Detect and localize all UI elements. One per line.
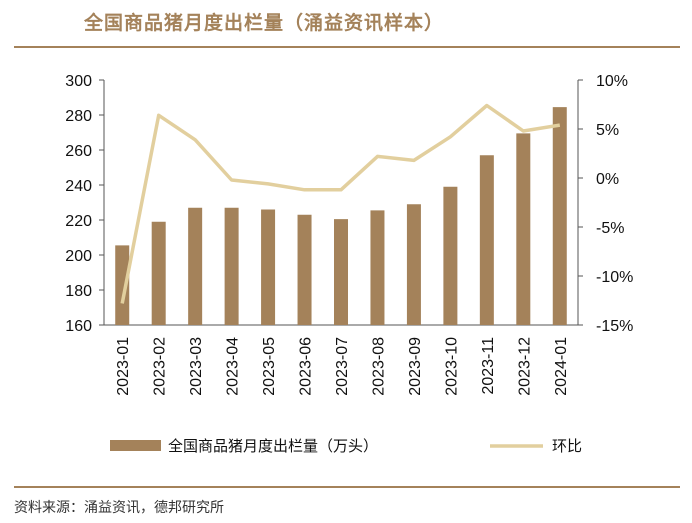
- x-tick-label: 2023-06: [298, 337, 315, 396]
- x-tick-label: 2024-01: [553, 337, 570, 396]
- bar-2023-12: [516, 133, 531, 325]
- left-tick-label: 240: [65, 178, 92, 195]
- x-tick-label: 2023-12: [516, 337, 533, 396]
- left-tick-label: 200: [65, 248, 92, 265]
- legend-bar-label: 全国商品猪月度出栏量（万头）: [168, 437, 378, 455]
- right-y-axis: 10% 5% 0% -5% -10% -15%: [577, 73, 633, 335]
- left-tick-label: 180: [65, 283, 92, 300]
- bar-2023-09: [406, 204, 421, 325]
- bar-2023-06: [297, 214, 312, 325]
- left-y-axis: 300 280 260 240 220 200 180 160: [65, 73, 578, 335]
- left-tick-label: 220: [65, 213, 92, 230]
- x-tick-label: 2023-03: [188, 337, 205, 396]
- bar-2023-04: [224, 207, 239, 325]
- right-tick-label: -10%: [596, 269, 633, 286]
- bar-2023-08: [370, 210, 385, 325]
- right-tick-label: -15%: [596, 318, 633, 335]
- x-tick-label: 2023-10: [443, 337, 460, 396]
- legend-line-label: 环比: [552, 437, 582, 455]
- legend: 全国商品猪月度出栏量（万头） 环比: [110, 437, 582, 455]
- right-tick-label: 10%: [596, 73, 628, 90]
- x-tick-label: 2023-02: [152, 337, 169, 396]
- bar-2024-01: [552, 107, 567, 325]
- legend-bar-swatch: [110, 440, 161, 451]
- right-tick-label: 5%: [596, 122, 619, 139]
- bar-2023-05: [261, 209, 276, 325]
- right-tick-label: 0%: [596, 171, 619, 188]
- combo-chart: 300 280 260 240 220 200 180 160 10% 5% 0% -5% -10% -…: [65, 73, 633, 455]
- chart-title: 全国商品猪月度出栏量（涌益资讯样本）: [84, 12, 445, 34]
- bar-2023-02: [151, 221, 166, 325]
- x-tick-label: 2023-08: [370, 337, 387, 396]
- left-tick-label: 300: [65, 73, 92, 90]
- x-tick-label: 2023-04: [225, 337, 242, 396]
- x-tick-label: 2023-07: [334, 337, 351, 396]
- top-divider: [14, 46, 680, 48]
- right-tick-label: -5%: [596, 220, 624, 237]
- left-tick-label: 280: [65, 108, 92, 125]
- source-note: 资料来源：涌益资讯，德邦研究所: [14, 500, 224, 516]
- bar-2023-10: [443, 186, 458, 325]
- bar-2023-11: [479, 155, 494, 325]
- x-tick-label: 2023-05: [261, 337, 278, 396]
- x-tick-label: 2023-11: [480, 337, 497, 395]
- bar-2023-07: [334, 219, 348, 325]
- left-tick-label: 160: [65, 318, 92, 335]
- bottom-divider: [14, 486, 680, 488]
- x-tick-label: 2023-09: [407, 337, 424, 396]
- bar-2023-03: [188, 207, 203, 325]
- x-axis-labels: 2023-01 2023-02 2023-03 2023-04 2023-05 2023-…: [115, 337, 570, 396]
- bar-series: [115, 107, 567, 325]
- left-tick-label: 260: [65, 143, 92, 160]
- bar-2023-01: [115, 245, 130, 325]
- x-tick-label: 2023-01: [115, 337, 132, 396]
